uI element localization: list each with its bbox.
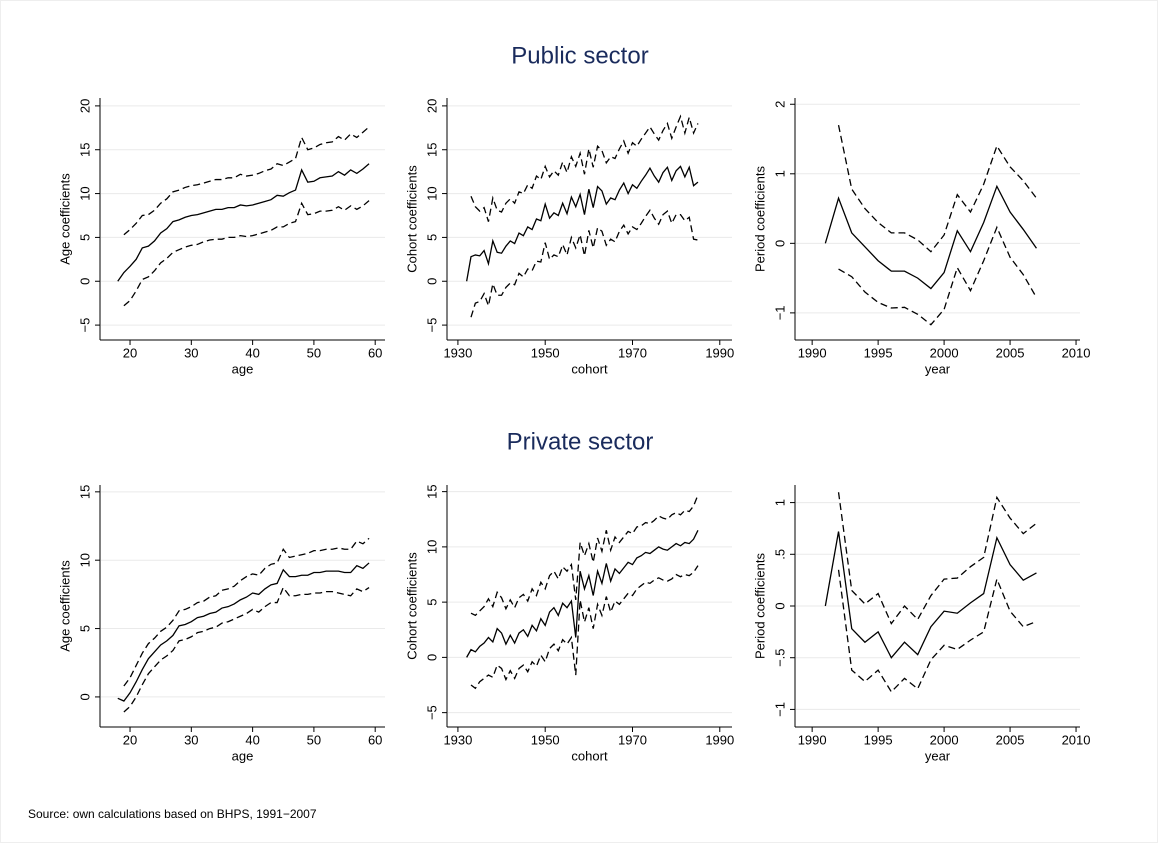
y-tick-label: 20 (77, 99, 92, 113)
x-tick-label: 20 (123, 345, 137, 360)
x-tick-label: 2005 (996, 345, 1025, 360)
series-line (838, 225, 1038, 326)
y-axis-title: Period coefficients (752, 166, 767, 272)
series-line (470, 494, 699, 617)
x-tick-label: 30 (184, 345, 198, 360)
x-tick-label: 1990 (705, 345, 734, 360)
series-line (117, 163, 370, 282)
series-line (123, 200, 370, 307)
y-tick-label: 0 (424, 654, 439, 661)
x-tick-label: 40 (245, 345, 259, 360)
series-line (824, 531, 1037, 659)
y-tick-label: 0 (772, 240, 787, 247)
y-tick-label: 20 (424, 99, 439, 113)
x-tick-label: 30 (184, 732, 198, 747)
x-tick-label: 2000 (930, 345, 959, 360)
x-tick-label: 1970 (618, 345, 647, 360)
series-line (123, 586, 370, 713)
series-line (466, 530, 699, 658)
x-axis-title: cohort (571, 748, 608, 763)
x-tick-label: 2010 (1062, 732, 1091, 747)
series-line (837, 569, 1037, 693)
series-line (470, 209, 699, 318)
series-line (123, 537, 370, 687)
series-line (123, 126, 370, 236)
x-tick-label: 2000 (930, 732, 959, 747)
x-tick-label: 20 (123, 732, 137, 747)
y-tick-label: 15 (424, 484, 439, 498)
y-tick-label: 0 (77, 278, 92, 285)
y-tick-label: 0 (424, 278, 439, 285)
x-tick-label: 40 (245, 732, 259, 747)
series-line (837, 124, 1037, 253)
series-line (117, 562, 370, 702)
x-axis-title: year (925, 748, 951, 763)
y-axis-title: Cohort coefficients (404, 165, 419, 273)
x-tick-label: 1995 (864, 345, 893, 360)
x-tick-label: 1950 (531, 732, 560, 747)
section-title: Public sector (511, 42, 648, 69)
y-tick-label: 5 (77, 234, 92, 241)
series-line (470, 114, 699, 222)
section-title: Private sector (507, 428, 654, 455)
y-tick-label: 1 (772, 170, 787, 177)
x-tick-label: 2010 (1062, 345, 1091, 360)
y-tick-label: 10 (424, 540, 439, 554)
x-tick-label: 50 (307, 345, 321, 360)
y-axis-title: Age coefficients (57, 560, 72, 652)
series-line (824, 184, 1037, 290)
y-tick-label: −5 (424, 705, 439, 720)
x-tick-label: 1930 (443, 732, 472, 747)
x-tick-label: 1990 (705, 732, 734, 747)
series-line (837, 492, 1037, 625)
x-axis-title: age (232, 361, 254, 376)
y-tick-label: 10 (424, 186, 439, 200)
y-tick-label: −1 (772, 305, 787, 320)
y-tick-label: 0 (77, 693, 92, 700)
x-tick-label: 1970 (618, 732, 647, 747)
y-tick-label: −5 (424, 318, 439, 333)
y-tick-label: 5 (424, 599, 439, 606)
x-tick-label: 50 (307, 732, 321, 747)
y-tick-label: 5 (77, 625, 92, 632)
x-axis-title: age (232, 748, 254, 763)
y-tick-label: −.5 (772, 648, 787, 666)
y-tick-label: 15 (77, 485, 92, 499)
source-note: Source: own calculations based on BHPS, … (28, 807, 317, 821)
y-axis-title: Period coefficients (752, 553, 767, 659)
y-tick-label: −1 (772, 702, 787, 717)
x-tick-label: 1950 (531, 345, 560, 360)
y-tick-label: 10 (77, 186, 92, 200)
x-tick-label: 2005 (996, 732, 1025, 747)
series-line (470, 565, 699, 690)
y-tick-label: 0 (772, 602, 787, 609)
y-tick-label: 15 (77, 142, 92, 156)
y-tick-label: −5 (77, 318, 92, 333)
y-tick-label: 1 (772, 499, 787, 506)
y-axis-title: Cohort coefficients (404, 552, 419, 660)
x-tick-label: 1930 (443, 345, 472, 360)
y-tick-label: .5 (772, 549, 787, 560)
y-tick-label: 2 (772, 101, 787, 108)
x-axis-title: cohort (571, 361, 608, 376)
y-tick-label: 10 (77, 553, 92, 567)
y-axis-title: Age coefficients (57, 173, 72, 265)
x-tick-label: 60 (368, 345, 382, 360)
y-tick-label: 15 (424, 142, 439, 156)
x-tick-label: 1990 (798, 345, 827, 360)
x-tick-label: 60 (368, 732, 382, 747)
x-tick-label: 1990 (798, 732, 827, 747)
y-tick-label: 5 (424, 234, 439, 241)
x-axis-title: year (925, 361, 951, 376)
x-tick-label: 1995 (864, 732, 893, 747)
series-line (466, 165, 699, 282)
